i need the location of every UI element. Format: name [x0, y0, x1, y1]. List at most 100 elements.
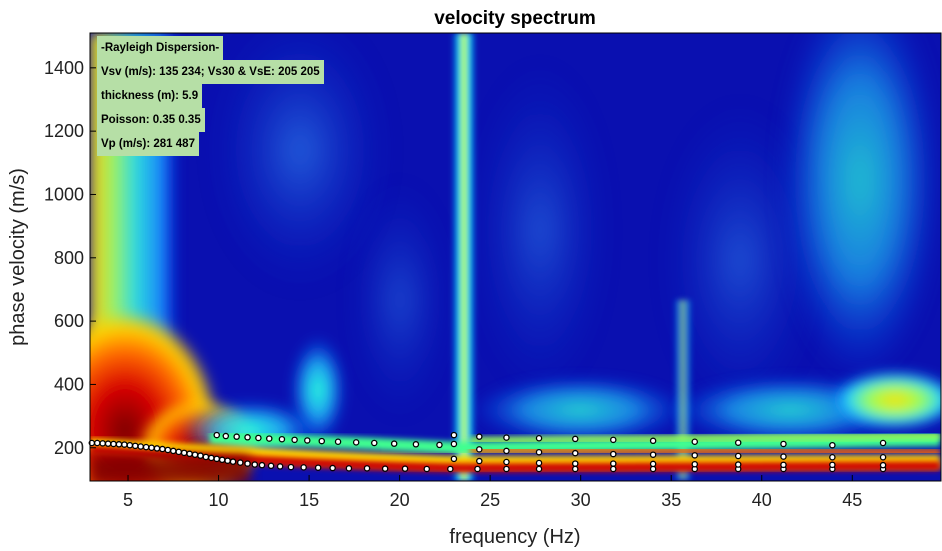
dispersion-point [448, 466, 453, 471]
dispersion-point [692, 462, 697, 467]
dispersion-point [611, 466, 616, 471]
dispersion-point [144, 445, 149, 450]
dispersion-point [106, 441, 111, 446]
dispersion-point [245, 435, 250, 440]
dispersion-point [301, 465, 306, 470]
dispersion-point [651, 461, 656, 466]
dispersion-point [475, 466, 480, 471]
info-line-vp: Vp (m/s): 281 487 [97, 132, 199, 156]
dispersion-point [160, 446, 165, 451]
dispersion-point [437, 442, 442, 447]
dispersion-point [536, 460, 541, 465]
dispersion-point [477, 434, 482, 439]
x-tick-label: 20 [390, 490, 410, 510]
dispersion-point [736, 440, 741, 445]
dispersion-point [256, 435, 261, 440]
dispersion-point [346, 466, 351, 471]
dispersion-point [252, 462, 257, 467]
dispersion-point [214, 432, 219, 437]
dispersion-point [451, 456, 456, 461]
info-line-thickness: thickness (m): 5.9 [97, 84, 202, 108]
info-line-poisson: Poisson: 0.35 0.35 [97, 108, 205, 132]
dispersion-point [288, 464, 293, 469]
dispersion-point [736, 453, 741, 458]
dispersion-point [259, 463, 264, 468]
dispersion-point [138, 444, 143, 449]
dispersion-point [364, 466, 369, 471]
dispersion-point [182, 450, 187, 455]
dispersion-point [230, 459, 235, 464]
dispersion-point [223, 433, 228, 438]
y-tick-label: 800 [54, 248, 84, 268]
dispersion-point [611, 437, 616, 442]
dispersion-point [116, 442, 121, 447]
dispersion-point [154, 446, 159, 451]
dispersion-point [335, 439, 340, 444]
y-tick-label: 400 [54, 374, 84, 394]
dispersion-point [330, 465, 335, 470]
dispersion-point [781, 454, 786, 459]
chart-title: velocity spectrum [434, 8, 596, 29]
x-tick-label: 10 [209, 490, 229, 510]
x-tick-label: 45 [842, 490, 862, 510]
x-tick-label: 25 [480, 490, 500, 510]
dispersion-point [413, 442, 418, 447]
info-line-vsv: Vsv (m/s): 135 234; Vs30 & VsE: 205 205 [97, 60, 324, 84]
dispersion-point [234, 434, 239, 439]
dispersion-point [402, 466, 407, 471]
dispersion-point [880, 455, 885, 460]
x-axis-label: frequency (Hz) [449, 526, 580, 548]
y-tick-label: 1200 [44, 121, 84, 141]
dispersion-point [504, 448, 509, 453]
dispersion-point [692, 439, 697, 444]
dispersion-point [220, 457, 225, 462]
dispersion-point [165, 447, 170, 452]
dispersion-point [504, 466, 509, 471]
x-tick-label: 5 [123, 490, 133, 510]
dispersion-point [383, 466, 388, 471]
dispersion-point [187, 451, 192, 456]
dispersion-point [536, 466, 541, 471]
dispersion-point [122, 442, 127, 447]
dispersion-point [292, 437, 297, 442]
dispersion-point [830, 455, 835, 460]
dispersion-point [573, 461, 578, 466]
dispersion-point [651, 452, 656, 457]
dispersion-point [692, 453, 697, 458]
dispersion-point [573, 436, 578, 441]
y-axis-ticks: 200 400 600 800 1000 1200 1400 [44, 58, 96, 458]
dispersion-point [451, 432, 456, 437]
dispersion-point [238, 460, 243, 465]
dispersion-point [611, 451, 616, 456]
dispersion-point [278, 464, 283, 469]
y-tick-label: 600 [54, 311, 84, 331]
dispersion-point [451, 441, 456, 446]
dispersion-point [267, 436, 272, 441]
dispersion-point [214, 456, 219, 461]
dispersion-point [830, 462, 835, 467]
dispersion-point [536, 436, 541, 441]
dispersion-point [95, 440, 100, 445]
y-tick-label: 1400 [44, 58, 84, 78]
dispersion-point [573, 466, 578, 471]
dispersion-point [225, 458, 230, 463]
dispersion-point [651, 438, 656, 443]
dispersion-point [880, 440, 885, 445]
x-tick-label: 15 [299, 490, 319, 510]
x-tick-label: 30 [571, 490, 591, 510]
dispersion-point [133, 443, 138, 448]
dispersion-point [198, 453, 203, 458]
dispersion-point [392, 441, 397, 446]
dispersion-point [305, 438, 310, 443]
dispersion-point [209, 455, 214, 460]
dispersion-point [424, 466, 429, 471]
dispersion-point [536, 450, 541, 455]
dispersion-point [316, 465, 321, 470]
dispersion-point [830, 443, 835, 448]
dispersion-point [100, 441, 105, 446]
dispersion-point [111, 441, 116, 446]
dispersion-point [781, 441, 786, 446]
dispersion-point [176, 449, 181, 454]
y-tick-label: 1000 [44, 184, 84, 204]
x-tick-label: 40 [752, 490, 772, 510]
